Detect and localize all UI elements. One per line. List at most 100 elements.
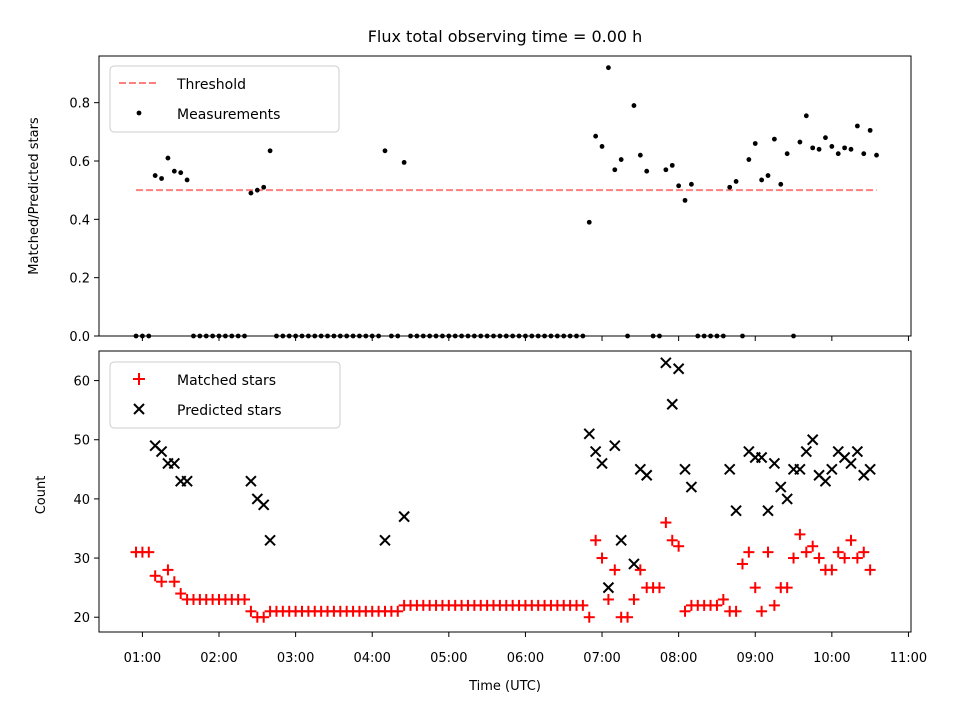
predicted-star-point <box>615 534 627 547</box>
legend-predicted-swatch <box>133 403 145 415</box>
top-panel-y-axis-label: Matched/Predicted stars <box>27 117 42 275</box>
matched-star-point <box>666 534 678 546</box>
predicted-star-point <box>596 457 608 470</box>
measurement-point <box>810 145 816 151</box>
top-panel-marks <box>133 65 879 339</box>
predicted-star-point <box>800 445 813 458</box>
measurement-point <box>861 151 867 157</box>
measurement-point <box>248 190 254 196</box>
measurement-point <box>771 136 777 142</box>
measurement-point <box>733 179 739 184</box>
measurement-point <box>165 155 171 161</box>
measurement-point <box>261 184 267 190</box>
legend-threshold-label: Threshold <box>176 77 246 93</box>
matched-star-point <box>768 599 780 611</box>
matched-star-point <box>762 546 774 558</box>
y-tick-label: 30 <box>73 552 90 567</box>
predicted-star-point <box>685 481 698 493</box>
measurement-point <box>689 181 694 187</box>
predicted-star-point <box>755 451 768 464</box>
y-tick-label: 50 <box>73 434 90 449</box>
measurement-point <box>184 177 190 183</box>
x-tick-label: 01:00 <box>124 651 161 666</box>
predicted-star-point <box>672 363 685 375</box>
y-tick-label: 20 <box>73 611 90 626</box>
matched-star-point <box>590 534 602 546</box>
matched-star-point <box>756 605 768 617</box>
predicted-star-point <box>245 475 257 487</box>
predicted-star-point <box>628 558 640 570</box>
bottom-legend-frame <box>109 361 341 429</box>
matched-star-point <box>749 582 761 594</box>
x-tick-label: 10:00 <box>813 651 850 666</box>
predicted-star-point <box>826 463 838 476</box>
legend-predicted-label: Predicted stars <box>177 403 282 419</box>
measurement-point <box>835 151 841 157</box>
top-panel: 0.00.20.40.60.8 Matched/Predicted stars … <box>27 55 912 345</box>
matched-star-point <box>736 558 748 570</box>
x-tick-label: 09:00 <box>737 651 774 666</box>
measurement-point <box>599 144 605 149</box>
predicted-star-point <box>602 581 615 594</box>
bottom-panel-x-ticks: 01:00 02:00 03:00 04:00 05:00 06:00 07:00 08:00… <box>124 632 927 666</box>
matched-star-point <box>826 564 838 576</box>
predicted-star-point <box>679 463 691 476</box>
top-panel-y-ticks: 0.0 0.2 0.4 0.6 0.8 <box>69 97 99 345</box>
matched-star-point <box>711 599 723 611</box>
predicted-star-point <box>723 463 736 476</box>
predicted-star-point <box>589 445 602 458</box>
x-tick-label: 04:00 <box>353 651 390 666</box>
predicted-star-point <box>768 457 781 470</box>
matched-star-point <box>239 593 251 605</box>
y-tick-label: 60 <box>73 375 90 390</box>
matched-star-point <box>794 528 806 540</box>
matched-star-point <box>717 593 729 605</box>
matched-star-point <box>156 576 168 588</box>
matched-star-point <box>864 564 876 576</box>
x-tick-label: 05:00 <box>430 651 467 666</box>
predicted-star-point <box>666 398 678 410</box>
matched-star-point <box>845 534 857 546</box>
predicted-star-point <box>845 457 857 470</box>
x-tick-label: 03:00 <box>277 651 314 666</box>
matched-star-point <box>788 552 800 564</box>
x-tick-label: 08:00 <box>660 651 697 666</box>
measurement-point <box>382 148 388 154</box>
legend-matched-swatch <box>133 373 145 385</box>
matched-star-point <box>583 611 595 623</box>
top-panel-legend: Threshold Measurements <box>109 65 340 133</box>
x-tick-label: 06:00 <box>507 651 544 666</box>
matched-star-point <box>602 593 614 605</box>
measurement-point <box>401 160 407 165</box>
legend-measurements-label: Measurements <box>177 107 280 123</box>
y-tick-label: 0.8 <box>69 97 90 112</box>
matched-star-point <box>743 546 755 558</box>
measurement-point <box>848 146 854 152</box>
measurement-point <box>663 167 669 173</box>
predicted-star-point <box>264 534 276 547</box>
measurement-point <box>178 170 184 176</box>
predicted-star-point <box>851 445 864 458</box>
predicted-star-point <box>762 505 774 517</box>
measurement-point <box>676 183 682 189</box>
y-tick-label: 0.4 <box>69 213 90 228</box>
measurement-point <box>152 173 158 178</box>
measurement-point <box>631 103 637 108</box>
measurement-point <box>803 113 809 119</box>
bottom-panel-marks <box>130 357 876 623</box>
matched-star-point <box>832 546 844 558</box>
matched-star-point <box>149 570 161 582</box>
predicted-star-point <box>257 499 270 511</box>
measurement-point <box>829 144 835 149</box>
measurement-point <box>759 177 765 183</box>
matched-star-point <box>622 611 634 623</box>
bottom-panel-y-axis-label: Count <box>34 476 49 515</box>
predicted-star-point <box>398 510 410 523</box>
y-tick-label: 0.2 <box>69 272 90 287</box>
predicted-star-point <box>660 357 672 369</box>
matched-star-point <box>634 564 646 576</box>
measurement-point <box>854 123 860 129</box>
predicted-star-point <box>168 457 181 470</box>
predicted-star-point <box>864 463 876 476</box>
